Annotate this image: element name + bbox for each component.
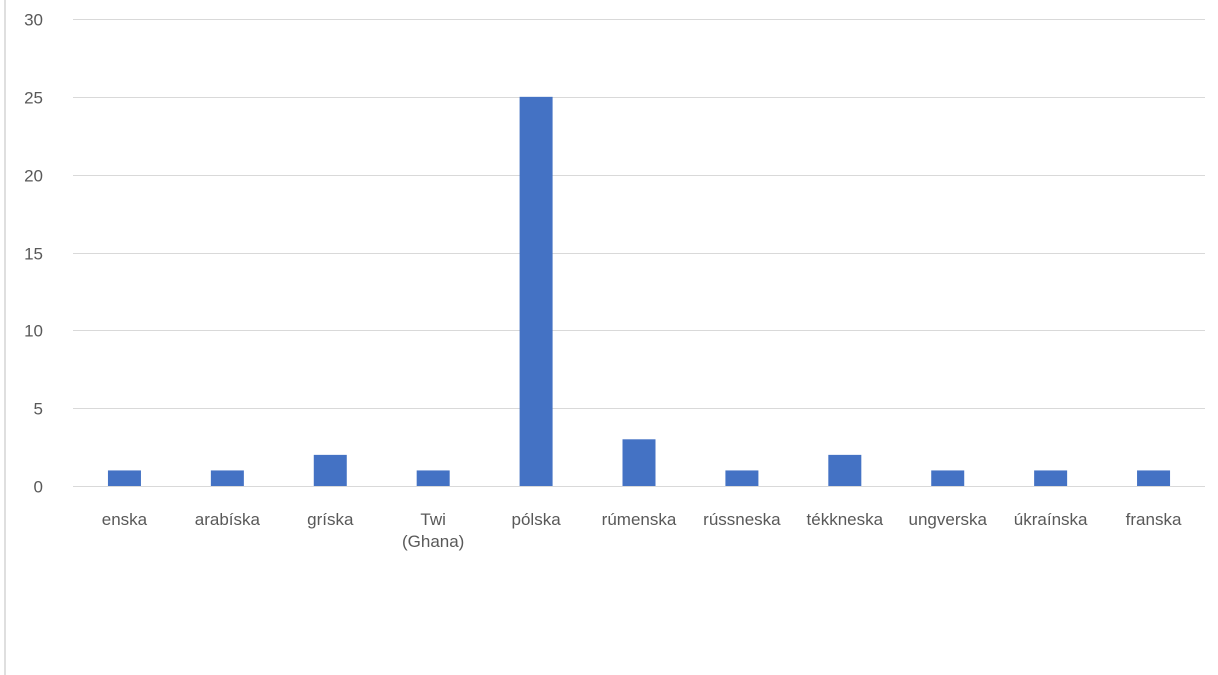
y-tick-label: 25 [24,89,43,108]
bar [519,96,553,486]
bar [107,470,141,486]
y-tick-label: 20 [24,167,43,186]
x-tick-label: franska [1126,510,1182,529]
bar [725,470,759,486]
x-axis-tick-labels: enska arabíska gríska Twi (Ghana) pólska rúmen… [102,510,1182,551]
x-tick-label: ungverska [909,510,988,529]
y-axis-tick-labels: 0 5 10 15 20 25 30 [24,11,43,497]
x-tick-label: úkraínska [1014,510,1088,529]
x-tick-label: Twi (Ghana) [402,510,464,551]
bar [210,470,244,486]
y-tick-label: 30 [24,11,43,30]
bar [313,454,347,486]
x-tick-label: rúmenska [602,510,677,529]
y-tick-label: 15 [24,245,43,264]
bar [416,470,450,486]
x-tick-label: rússneska [703,510,781,529]
x-tick-label: pólska [512,510,562,529]
x-tick-label: gríska [307,510,354,529]
y-tick-label: 10 [24,322,43,341]
x-tick-label: tékkneska [807,510,884,529]
y-tick-label: 5 [34,400,43,419]
bar [1034,470,1068,486]
x-tick-label: enska [102,510,148,529]
x-tick-label: arabíska [195,510,261,529]
y-tick-label: 0 [34,478,43,497]
bar [828,454,862,486]
bar [622,439,656,486]
bars [107,96,1171,486]
gridlines [73,19,1205,487]
bar [1137,470,1171,486]
bar [931,470,965,486]
